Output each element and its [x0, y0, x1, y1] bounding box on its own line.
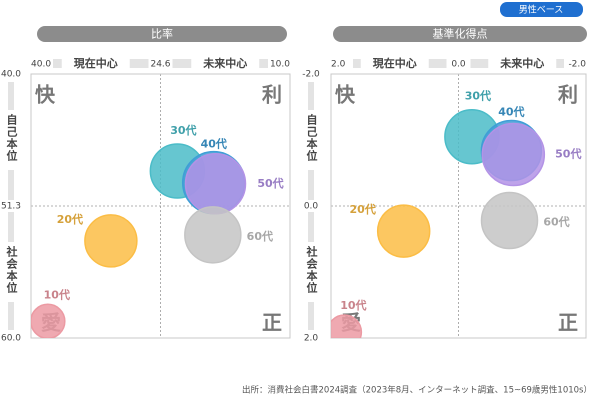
quadrant-label: 正: [262, 311, 282, 335]
x-tick-bg: [268, 57, 292, 70]
x-tick-bg: [329, 57, 353, 70]
y-tick-bg: [0, 332, 24, 344]
y-tick-bg: [0, 68, 24, 80]
bubbles: [31, 143, 247, 338]
bubble: [184, 153, 247, 215]
series-label: 30代: [170, 123, 196, 137]
x-tick-label: 40.0: [31, 60, 51, 70]
x-header: 現在中心: [373, 56, 417, 70]
x-header: 未来中心: [202, 56, 247, 70]
y-header-bg: [2, 110, 20, 170]
bubble: [84, 214, 138, 268]
x-tick-bg: [446, 57, 471, 70]
chart-title: 比率: [151, 27, 173, 41]
y-tick-bg: [298, 332, 324, 344]
x-tick-label: 2.0: [331, 60, 346, 70]
badge: 男性ベース: [519, 4, 564, 16]
y-tick-label: 60.0: [1, 334, 21, 344]
series-label: 50代: [257, 176, 283, 190]
bubble: [331, 314, 363, 338]
x-tick-bg: [148, 57, 173, 70]
y-tick-label: 2.0: [304, 334, 319, 344]
series-label: 60代: [247, 229, 273, 243]
title-bg: [333, 26, 587, 42]
y-header: 自己本位: [305, 113, 318, 162]
y-tick-label: 0.0: [304, 202, 319, 212]
title-bg: [37, 26, 287, 42]
bubble: [480, 191, 539, 250]
x-tick-label: 10.0: [270, 60, 290, 70]
series-label: 60代: [543, 215, 569, 229]
x-header-bg: [360, 56, 429, 71]
x-header-bg: [191, 56, 260, 71]
bubble: [376, 204, 431, 258]
x-tick-label: -2.0: [568, 60, 586, 70]
x-tick-label: 24.6: [150, 60, 170, 70]
x-header-bg: [488, 56, 557, 71]
y-header-bg: [2, 242, 20, 302]
badge-bg: [500, 2, 583, 17]
x-header: 現在中心: [74, 56, 118, 70]
quadrant-label: 利: [262, 83, 282, 107]
y-tick-label: 51.3: [1, 202, 21, 212]
x-header: 未来中心: [499, 56, 544, 70]
chart-title: 基準化得点: [433, 27, 488, 41]
y-tick-label: 40.0: [1, 70, 21, 80]
x-tick-bg: [29, 57, 53, 70]
y-tick-bg: [0, 200, 24, 212]
plot-border: [30, 73, 291, 339]
bubble: [31, 303, 66, 338]
quadrant-label: 快: [35, 83, 56, 107]
y-tick-bg: [298, 200, 324, 212]
quadrant-label: 正: [558, 311, 578, 335]
series-label: 10代: [340, 298, 366, 312]
series-label: 20代: [350, 202, 376, 216]
series-label: 10代: [44, 287, 70, 301]
x-header-bg: [61, 56, 130, 71]
series-label: 40代: [498, 105, 524, 119]
y-header: 自己本位: [5, 113, 18, 162]
series-label: 40代: [201, 137, 227, 151]
y-tick-label: -2.0: [302, 70, 320, 80]
series-label: 20代: [57, 212, 83, 226]
y-header: 社会本位: [305, 245, 319, 294]
series-label: 50代: [555, 147, 581, 161]
y-header: 社会本位: [5, 245, 19, 294]
y-header-bg: [302, 242, 320, 302]
bubble: [184, 206, 242, 264]
y-tick-bg: [298, 68, 324, 80]
quadrant-label: 快: [335, 83, 356, 107]
series-label: 30代: [465, 89, 491, 103]
x-tick-bg: [564, 57, 588, 70]
y-header-bg: [302, 110, 320, 170]
plot-border: [330, 73, 587, 339]
quadrant-label: 利: [558, 83, 578, 107]
bubbles: [331, 108, 546, 338]
bubble: [481, 122, 546, 187]
source: 出所：消費社会白書2024調査（2023年8月、インターネット調査、15~69歳…: [242, 385, 592, 396]
x-tick-label: 0.0: [451, 60, 466, 70]
